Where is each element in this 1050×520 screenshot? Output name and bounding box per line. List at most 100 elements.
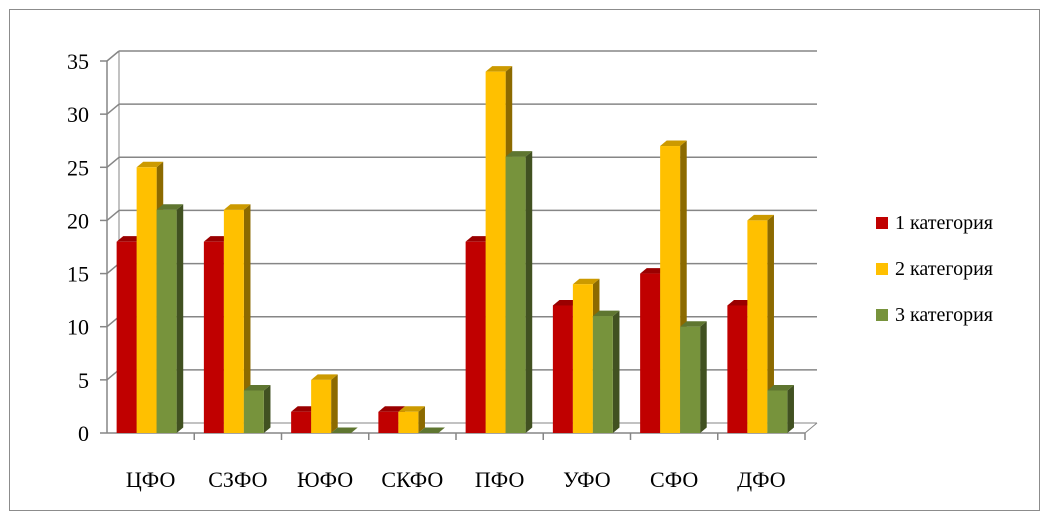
bar-top xyxy=(505,151,533,157)
bar-front xyxy=(572,284,593,433)
bar-top xyxy=(640,268,667,274)
bar-front xyxy=(398,411,419,433)
legend-swatch xyxy=(876,309,888,321)
y-tick-label: 10 xyxy=(67,315,89,340)
bar-top xyxy=(727,299,754,306)
y-tick-label: 15 xyxy=(67,262,89,287)
legend-label: 1 категория xyxy=(895,212,993,234)
bar-top xyxy=(378,406,405,412)
bar-front xyxy=(291,411,312,433)
bar-front xyxy=(116,241,137,433)
bar xyxy=(398,406,425,433)
gridline-depth xyxy=(106,50,120,62)
bar xyxy=(680,321,707,433)
bar-top xyxy=(572,278,600,285)
bar-top xyxy=(223,204,251,210)
bar-front xyxy=(660,146,681,433)
x-tick-label: ЦФО xyxy=(126,467,175,492)
gridline-depth xyxy=(106,156,120,168)
x-tick-label: ЮФО xyxy=(297,467,353,492)
bar-top xyxy=(485,66,513,72)
bar-top xyxy=(552,299,580,306)
bar-top xyxy=(398,406,425,412)
y-axis-ticks: 0 5 10 15 20 25 30 35 xyxy=(67,49,107,446)
bar xyxy=(592,310,620,433)
bar-front xyxy=(767,390,788,433)
legend-label: 3 категория xyxy=(895,304,993,326)
bar-front xyxy=(156,209,177,433)
bar-front xyxy=(680,326,701,433)
bar-top xyxy=(156,204,184,210)
bar-top xyxy=(660,140,687,147)
x-tick-label: УФО xyxy=(563,467,610,492)
y-tick-label: 25 xyxy=(67,155,89,180)
x-tick-label: СЗФО xyxy=(208,467,267,492)
legend-label: 2 категория xyxy=(895,258,993,280)
bar-front xyxy=(378,411,399,433)
bar-side xyxy=(700,321,707,433)
legend-swatch xyxy=(876,263,888,275)
bar-side xyxy=(612,310,620,433)
bar-top xyxy=(203,236,231,242)
bar-front xyxy=(485,71,506,433)
bar-front xyxy=(747,220,768,433)
bar xyxy=(747,214,774,433)
x-tick-label: СКФО xyxy=(381,467,443,492)
y-tick-label: 35 xyxy=(67,49,89,74)
bar-front xyxy=(203,241,224,433)
bar xyxy=(311,374,338,433)
legend: 1 категория 2 категория 3 категория xyxy=(876,212,993,326)
bar-side xyxy=(787,384,794,433)
gridline-depth xyxy=(106,103,120,115)
bar xyxy=(767,384,794,433)
y-tick-label: 20 xyxy=(67,208,89,233)
bar-top xyxy=(680,321,707,327)
bar-top xyxy=(243,384,271,391)
x-tick-label: ПФО xyxy=(475,467,524,492)
bar-top xyxy=(331,427,358,433)
x-tick-label: СФО xyxy=(650,467,698,492)
x-tick-label: ДФО xyxy=(737,467,786,492)
bar xyxy=(156,204,184,433)
y-tick-label: 5 xyxy=(78,368,89,393)
bar-top xyxy=(418,427,445,433)
bar xyxy=(505,151,533,433)
bar-side xyxy=(243,204,251,433)
bar-top xyxy=(747,214,774,221)
x-axis-ticks: ЦФО СЗФО ЮФО СКФО ПФО УФО СФО ДФО xyxy=(126,433,806,492)
bar-front xyxy=(136,167,157,434)
bar-side xyxy=(525,151,533,433)
bar-side xyxy=(263,384,271,433)
legend-swatch xyxy=(876,217,888,229)
bars xyxy=(116,66,794,434)
bar-side xyxy=(331,374,338,433)
bar-front xyxy=(552,305,573,433)
bar-top xyxy=(767,384,794,391)
bar-top xyxy=(291,406,318,412)
bar-side xyxy=(418,406,425,433)
bar-top xyxy=(465,236,493,242)
bar-front xyxy=(223,209,244,433)
bar xyxy=(418,427,445,433)
gridline-depth xyxy=(106,209,120,222)
bar-front xyxy=(727,305,748,433)
bar-side xyxy=(176,204,184,433)
floor-right-edge xyxy=(804,422,818,434)
bar xyxy=(223,204,251,433)
bar xyxy=(331,427,358,433)
y-tick-label: 30 xyxy=(67,102,89,127)
bar-front xyxy=(243,390,264,433)
bar-top xyxy=(311,374,338,380)
y-tick-label: 0 xyxy=(78,421,89,446)
bar-top xyxy=(136,161,164,168)
bar-top xyxy=(592,310,620,317)
bar-top xyxy=(116,236,144,242)
bar-front xyxy=(311,379,332,433)
bar-front xyxy=(505,156,526,433)
bar xyxy=(243,384,271,433)
bar-front xyxy=(465,241,486,433)
bar-front xyxy=(592,316,613,433)
bar-side xyxy=(767,214,774,433)
bar-front xyxy=(640,273,661,433)
